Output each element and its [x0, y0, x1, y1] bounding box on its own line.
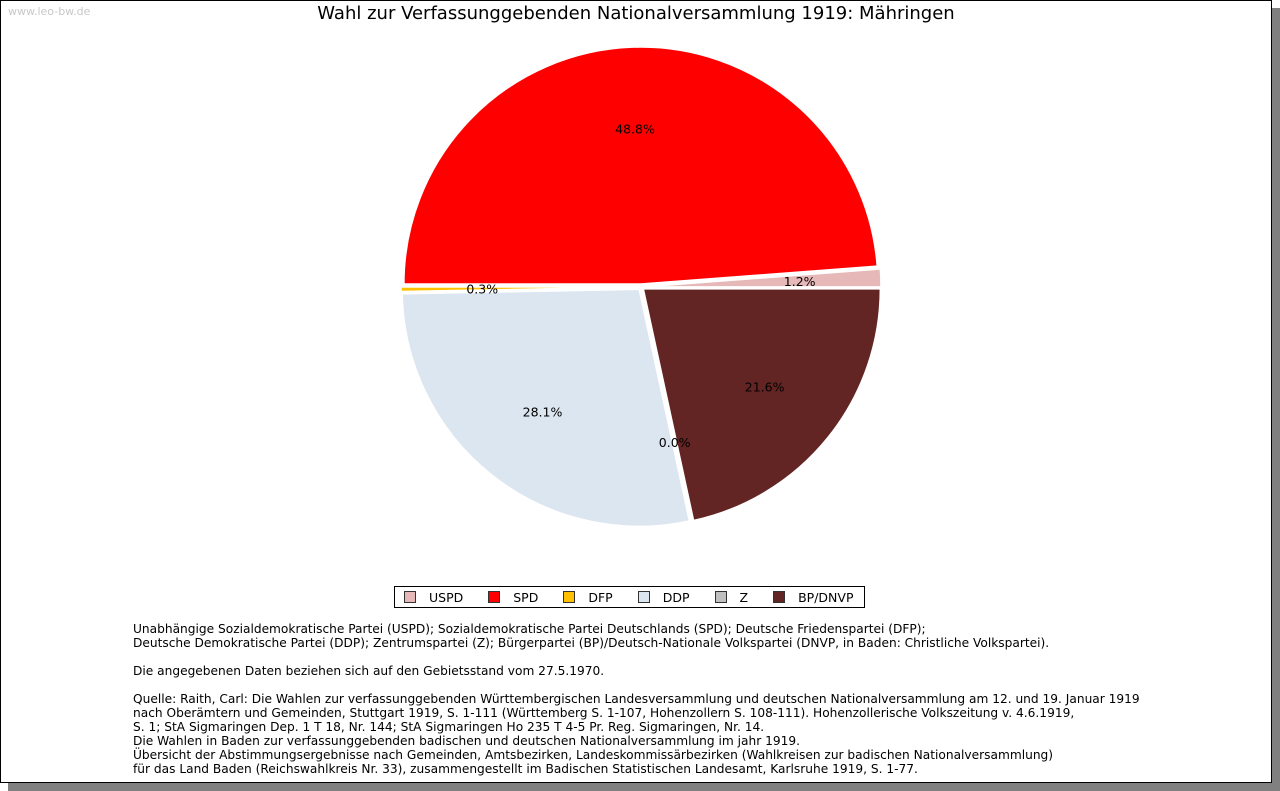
data-label-ddp: 28.1%	[523, 405, 563, 420]
legend-swatch	[637, 591, 650, 603]
pie-slice-ddp	[401, 288, 691, 528]
source-note: Quelle: Raith, Carl: Die Wahlen zur verf…	[133, 692, 1140, 776]
legend-swatch	[773, 591, 786, 603]
legend-swatch	[563, 591, 576, 603]
legend-item-bp-dnvp: BP/DNVP	[773, 590, 853, 605]
data-label-z: 0.0%	[659, 435, 691, 450]
legend-item-ddp: DDP	[637, 589, 690, 605]
pie-chart: 1.2% 48.8% 0.3% 28.1% 0.0% 21.6%	[400, 46, 882, 528]
legend-swatch	[714, 591, 727, 603]
legend-label: DDP	[662, 589, 690, 605]
legend-item-spd: SPD	[488, 590, 538, 605]
legend-label: Z	[739, 589, 749, 605]
notes: Unabhängige Sozialdemokratische Partei (…	[133, 622, 1140, 790]
data-label-dfp: 0.3%	[466, 281, 498, 296]
legend-swatch	[404, 591, 416, 603]
abbreviation-note: Unabhängige Sozialdemokratische Partei (…	[133, 622, 1050, 650]
legend-item-dfp: DFP	[563, 589, 613, 605]
pie-slice-bp-dnvp	[642, 288, 882, 522]
legend-label: USPD	[429, 589, 464, 605]
legend-item-uspd: USPD	[404, 590, 463, 605]
legend-label: BP/DNVP	[798, 589, 854, 605]
legend-label: SPD	[513, 589, 539, 605]
data-label-uspd: 1.2%	[784, 274, 816, 289]
legend-item-z: Z	[714, 589, 749, 605]
legend-label: DFP	[588, 589, 613, 605]
data-label-bp-dnvp: 21.6%	[745, 380, 785, 395]
data-label-spd: 48.8%	[615, 121, 655, 136]
pie-slice-uspd	[643, 268, 882, 288]
chart-title: Wahl zur Verfassunggebenden Nationalvers…	[317, 3, 955, 24]
territory-note: Die angegebenen Daten beziehen sich auf …	[133, 664, 605, 678]
pie-slice-spd	[403, 46, 879, 285]
pie-slice-dfp	[400, 286, 639, 293]
watermark: www.leo-bw.de	[8, 5, 91, 18]
legend-swatch	[488, 591, 501, 603]
legend: USPD SPD DFP DDP Z BP/DNVP	[394, 586, 865, 608]
